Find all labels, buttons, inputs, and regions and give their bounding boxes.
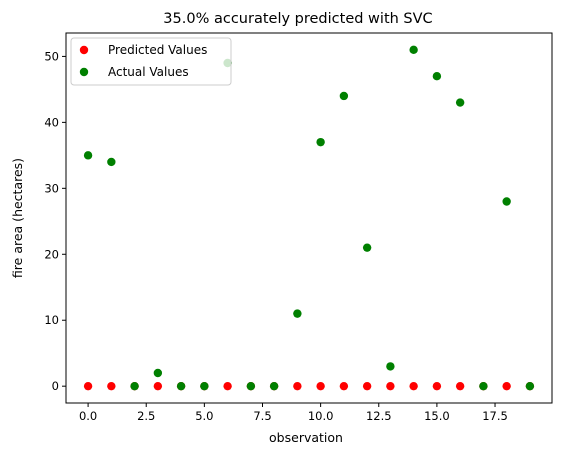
actual-point-10 bbox=[316, 137, 325, 147]
predicted-point-12 bbox=[362, 381, 372, 391]
actual-point-17 bbox=[479, 381, 488, 391]
actual-point-16 bbox=[455, 98, 465, 107]
chart-title: 35.0% accurately predicted with SVC bbox=[163, 11, 432, 27]
y-axis-ticks: 0 10 20 30 40 50 bbox=[44, 49, 66, 393]
x-axis-label: observation bbox=[269, 430, 343, 445]
predicted-point-13 bbox=[386, 381, 395, 391]
predicted-point-9 bbox=[293, 381, 302, 391]
y-tick-label-2: 20 bbox=[44, 247, 59, 261]
legend-box bbox=[70, 37, 232, 86]
actual-point-19 bbox=[525, 381, 535, 391]
actual-point-11 bbox=[339, 91, 349, 101]
plot-area bbox=[65, 32, 553, 404]
y-tick-label-5: 50 bbox=[44, 49, 59, 63]
x-tick-label-0: 0.0 bbox=[79, 409, 97, 423]
actual-point-4 bbox=[176, 381, 186, 391]
x-tick-label-1: 2.5 bbox=[137, 409, 155, 423]
y-tick-label-3: 30 bbox=[44, 181, 59, 195]
actual-point-12 bbox=[362, 243, 372, 252]
actual-point-8 bbox=[269, 381, 279, 391]
actual-point-7 bbox=[246, 381, 256, 391]
actual-point-2 bbox=[130, 381, 139, 391]
predicted-point-6 bbox=[223, 381, 232, 391]
legend-marker-1 bbox=[79, 67, 89, 77]
actual-point-13 bbox=[386, 362, 395, 371]
actual-point-18 bbox=[502, 197, 511, 206]
actual-point-15 bbox=[432, 71, 442, 81]
legend-marker-0 bbox=[79, 45, 89, 55]
x-tick-label-7: 17.5 bbox=[482, 409, 508, 423]
actual-point-5 bbox=[200, 381, 209, 391]
actual-point-9 bbox=[293, 309, 302, 318]
y-axis-label: fire area (hectares) bbox=[10, 158, 25, 278]
x-tick-label-6: 15.0 bbox=[424, 409, 450, 423]
predicted-point-16 bbox=[455, 381, 465, 391]
predicted-point-3 bbox=[153, 381, 163, 391]
plot-points bbox=[83, 45, 535, 391]
predicted-point-10 bbox=[316, 381, 325, 391]
predicted-point-1 bbox=[107, 381, 116, 391]
y-tick-label-4: 40 bbox=[44, 115, 59, 129]
x-tick-label-4: 10.0 bbox=[308, 409, 334, 423]
y-tick-label-0: 0 bbox=[52, 379, 59, 393]
predicted-point-15 bbox=[432, 381, 442, 391]
actual-point-1 bbox=[107, 157, 116, 167]
legend-label-1: Actual Values bbox=[108, 65, 189, 79]
x-axis-ticks: 0.0 2.5 5.0 7.5 10.0 12.5 15.0 17.5 bbox=[79, 403, 508, 423]
x-tick-label-3: 7.5 bbox=[253, 409, 271, 423]
predicted-point-0 bbox=[83, 381, 93, 391]
legend-label-0: Predicted Values bbox=[108, 43, 207, 57]
predicted-point-11 bbox=[339, 381, 349, 391]
y-tick-label-1: 10 bbox=[44, 313, 59, 327]
predicted-point-18 bbox=[502, 381, 511, 391]
actual-point-3 bbox=[153, 368, 163, 378]
x-tick-label-2: 5.0 bbox=[195, 409, 213, 423]
actual-point-14 bbox=[409, 45, 418, 55]
predicted-point-14 bbox=[409, 381, 418, 391]
actual-point-0 bbox=[83, 151, 93, 160]
legend: Predicted Values Actual Values bbox=[70, 37, 232, 86]
x-tick-label-5: 12.5 bbox=[366, 409, 392, 423]
